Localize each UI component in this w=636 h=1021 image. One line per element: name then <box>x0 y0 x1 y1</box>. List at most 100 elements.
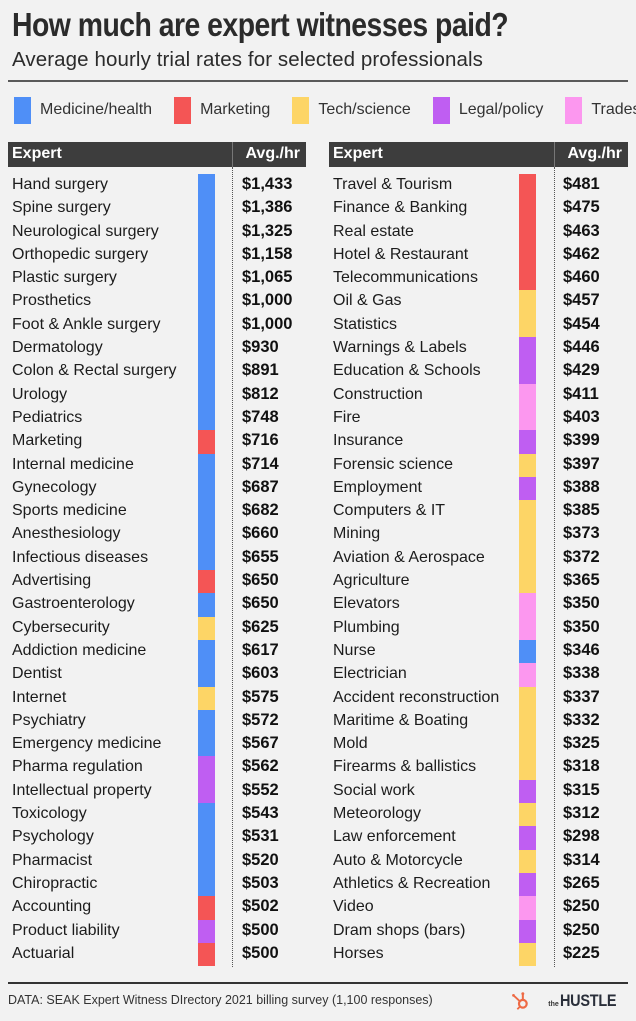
category-color-strip <box>198 243 215 268</box>
hourly-rate: $655 <box>242 547 279 566</box>
expert-name: Education & Schools <box>333 362 481 380</box>
expert-name: Finance & Banking <box>333 199 468 217</box>
hourly-rate: $748 <box>242 407 279 426</box>
category-color-strip <box>198 849 215 873</box>
table-row: Addiction medicine $617 <box>8 639 306 664</box>
expert-name: Pediatrics <box>12 408 83 426</box>
category-color-strip <box>519 733 536 757</box>
hourly-rate: $403 <box>563 407 600 426</box>
category-color-strip <box>198 406 215 431</box>
category-color-strip <box>519 849 536 873</box>
expert-name: Infectious diseases <box>12 548 149 566</box>
expert-name: Construction <box>333 385 423 403</box>
table-row: Prosthetics $1,000 <box>8 290 306 314</box>
table-row: Oil & Gas $457 <box>329 290 628 314</box>
hourly-rate: $250 <box>563 920 600 939</box>
table-row: Horses $225 <box>329 942 628 967</box>
category-color-strip <box>198 639 215 664</box>
category-color-strip <box>519 896 536 920</box>
expert-name: Forensic science <box>333 455 454 473</box>
category-color-strip <box>519 779 536 804</box>
expert-name: Marketing <box>12 432 83 450</box>
hourly-rate: $520 <box>242 850 279 869</box>
table-row: Electrician $338 <box>329 663 628 687</box>
expert-name: Computers & IT <box>333 502 446 520</box>
legend-item-tech: Tech/science <box>292 96 411 124</box>
legend-label: Tech/science <box>318 101 411 118</box>
hourly-rate: $337 <box>563 687 600 706</box>
table-row: Accounting $502 <box>8 896 306 920</box>
table-row: Dentist $603 <box>8 663 306 687</box>
category-color-strip <box>519 430 536 454</box>
source-note: DATA: SEAK Expert Witness DIrectory 2021… <box>8 993 433 1007</box>
table-row: Product liability $500 <box>8 919 306 943</box>
category-color-strip <box>519 709 536 734</box>
hourly-rate: $1,065 <box>242 268 293 287</box>
expert-name: Urology <box>12 385 68 403</box>
hourly-rate: $500 <box>242 920 279 939</box>
table-row: Meteorology $312 <box>329 803 628 827</box>
expert-name: Addiction medicine <box>12 641 147 659</box>
legend-swatch <box>565 96 583 124</box>
hourly-rate: $397 <box>563 454 600 473</box>
table-row: Marketing $716 <box>8 430 306 454</box>
hourly-rate: $338 <box>563 664 600 683</box>
expert-name: Dram shops (bars) <box>333 921 466 939</box>
category-color-strip <box>198 826 215 850</box>
expert-name: Firearms & ballistics <box>333 758 477 776</box>
table-row: Mold $325 <box>329 733 628 757</box>
table-row: Urology $812 <box>8 383 306 408</box>
category-color-strip <box>519 756 536 780</box>
expert-name: Oil & Gas <box>333 292 402 310</box>
hourly-rate: $502 <box>242 897 279 916</box>
column-header-expert: Expert <box>12 145 62 162</box>
category-color-strip <box>198 942 215 967</box>
table-row: Auto & Motorcycle $314 <box>329 849 628 873</box>
brand-logos: the HUSTLE <box>510 990 626 1012</box>
category-color-strip <box>198 686 215 710</box>
category-color-strip <box>519 243 536 268</box>
category-color-strip <box>198 500 215 524</box>
table-row: Pharmacist $520 <box>8 849 306 873</box>
hourly-rate: $373 <box>563 524 600 543</box>
table-row: Dram shops (bars) $250 <box>329 919 628 943</box>
table-row: Construction $411 <box>329 383 628 408</box>
logo-hustle: HUSTLE <box>559 991 617 1010</box>
table-row: Hand surgery $1,433 <box>8 174 306 198</box>
hourly-rate: $250 <box>563 897 600 916</box>
category-color-strip <box>198 360 215 384</box>
expert-name: Electrician <box>333 665 407 683</box>
expert-name: Colon & Rectal surgery <box>12 362 177 380</box>
category-color-strip <box>519 267 536 291</box>
expert-name: Athletics & Recreation <box>333 874 491 892</box>
category-color-strip <box>198 756 215 780</box>
hourly-rate: $891 <box>242 361 279 380</box>
category-color-strip <box>198 383 215 408</box>
table-row: Cybersecurity $625 <box>8 616 306 641</box>
hourly-rate: $350 <box>563 594 600 613</box>
hubspot-sprocket-icon <box>512 992 529 1010</box>
table-row: Pharma regulation $562 <box>8 756 306 780</box>
expert-name: Product liability <box>12 921 120 939</box>
category-color-strip <box>519 476 536 501</box>
category-color-strip <box>198 663 215 687</box>
expert-name: Foot & Ankle surgery <box>12 315 161 333</box>
table-row: Anesthesiology $660 <box>8 523 306 547</box>
category-color-strip <box>519 942 536 967</box>
expert-name: Accident reconstruction <box>333 688 500 706</box>
legend-swatch <box>432 96 450 124</box>
category-color-strip <box>198 733 215 757</box>
hourly-rate: $463 <box>563 221 600 240</box>
category-color-strip <box>519 616 536 641</box>
hourly-rate: $385 <box>563 501 600 520</box>
hourly-rate: $552 <box>242 780 279 799</box>
expert-name: Orthopedic surgery <box>12 245 149 263</box>
table-row: Emergency medicine $567 <box>8 733 306 757</box>
category-color-strip <box>198 220 215 244</box>
table-body: Hand surgery $1,433 Spine surgery $1,386 Neu… <box>8 174 306 967</box>
table-row: Foot & Ankle surgery $1,000 <box>8 313 306 338</box>
table-row: Plastic surgery $1,065 <box>8 267 306 291</box>
hourly-rate: $475 <box>563 198 600 217</box>
category-color-strip <box>198 570 215 594</box>
expert-name: Statistics <box>333 315 398 333</box>
